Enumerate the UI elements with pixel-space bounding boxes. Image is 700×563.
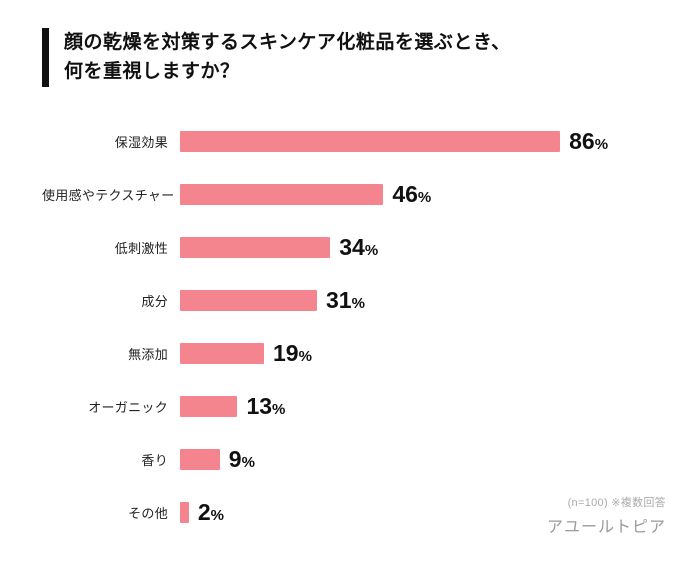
sample-size-note: (n=100) ※複数回答: [567, 497, 666, 509]
category-label: 成分: [141, 293, 168, 309]
bar: [180, 395, 238, 417]
bar-area: 13%: [180, 393, 682, 420]
chart-row: その他 2%: [42, 486, 682, 539]
value-label: 86%: [569, 128, 608, 155]
bar-area: 31%: [180, 287, 682, 314]
bar-area: 34%: [180, 234, 682, 261]
value-label: 19%: [273, 340, 312, 367]
value-number: 2: [197, 498, 211, 525]
brand-name: アユールトピア: [546, 519, 666, 536]
chart-title-line-1: 顔の乾燥を対策するスキンケア化粧品を選ぶとき、: [64, 32, 511, 53]
bar-area: 86%: [180, 128, 682, 155]
category-label: 低刺激性: [114, 240, 168, 256]
chart-row: 成分 31%: [42, 274, 682, 327]
value-label: 34%: [339, 234, 378, 261]
percent-sign: %: [594, 135, 609, 153]
category-label: オーガニック: [88, 399, 168, 415]
category-label: 保湿効果: [114, 134, 168, 150]
category-label: 香り: [141, 452, 168, 468]
value-number: 34: [339, 233, 365, 260]
bar: [180, 448, 220, 470]
bar-area: 19%: [180, 340, 682, 367]
bar: [180, 236, 331, 258]
chart-row: 低刺激性 34%: [42, 221, 682, 274]
bar-area: 2%: [180, 499, 682, 526]
value-number: 9: [228, 445, 242, 472]
percent-sign: %: [298, 347, 312, 365]
percent-sign: %: [417, 188, 432, 206]
value-number: 19: [272, 339, 299, 366]
value-number: 46: [392, 180, 418, 207]
chart-footer: (n=100) ※複数回答 アユールトピア: [547, 494, 666, 537]
chart-row: オーガニック 13%: [42, 380, 682, 433]
bar: [180, 289, 318, 311]
category-label: その他: [128, 505, 168, 521]
value-label: 2%: [198, 499, 224, 526]
value-number: 86: [569, 127, 595, 154]
percent-sign: %: [210, 506, 224, 524]
category-label: 使用感やテクスチャー: [42, 187, 175, 203]
bar-area: 46%: [180, 181, 682, 208]
bar-area: 9%: [180, 446, 682, 473]
value-number: 31: [326, 286, 352, 313]
category-label: 無添加: [128, 346, 168, 362]
value-number: 13: [246, 392, 273, 419]
value-label: 31%: [326, 287, 365, 314]
percent-sign: %: [351, 294, 365, 312]
chart-row: 無添加 19%: [42, 327, 682, 380]
bar: [180, 183, 384, 205]
percent-sign: %: [272, 400, 286, 418]
bar: [180, 342, 264, 364]
percent-sign: %: [241, 453, 255, 471]
value-label: 9%: [229, 446, 255, 473]
bar: [180, 130, 561, 152]
chart-title-line-2: 何を重視しますか？: [64, 61, 240, 83]
chart-row: 使用感やテクスチャー 46%: [42, 168, 682, 221]
value-label: 13%: [246, 393, 285, 420]
chart-row: 香り 9%: [42, 433, 682, 486]
bar-chart: 保湿効果 86% 使用感やテクスチャー 46% 低刺激性 34% 成分 31% 無添加 19% オー…: [42, 115, 682, 539]
bar: [180, 501, 189, 523]
chart-row: 保湿効果 86%: [42, 115, 682, 168]
chart-title-block: 顔の乾燥を対策するスキンケア化粧品を選ぶとき、 何を重視しますか？: [42, 28, 670, 87]
value-label: 46%: [392, 181, 431, 208]
percent-sign: %: [364, 241, 379, 259]
